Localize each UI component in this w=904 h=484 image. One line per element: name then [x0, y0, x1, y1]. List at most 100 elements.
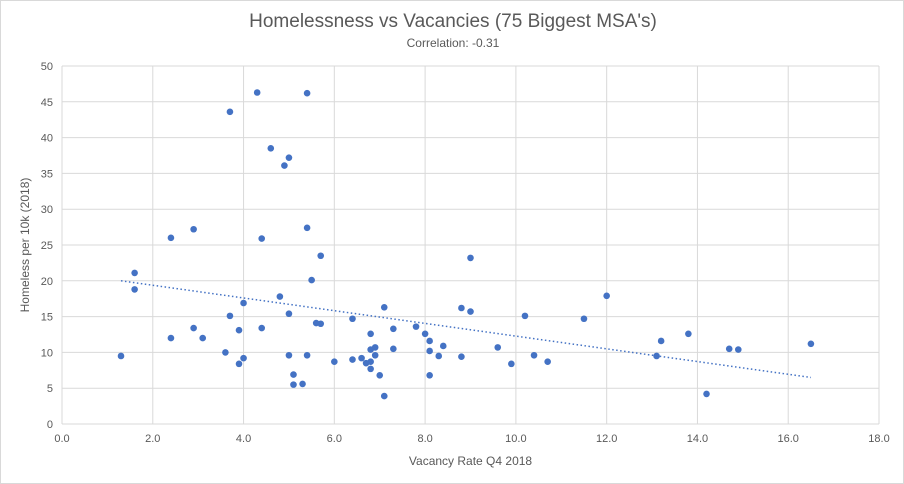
x-tick-label: 12.0: [596, 433, 617, 445]
y-tick-label: 0: [47, 419, 53, 431]
data-point: [426, 372, 433, 379]
data-point: [467, 254, 474, 262]
data-point: [349, 356, 356, 363]
data-point: [226, 108, 234, 116]
x-tick-labels: 0.0 2.0 4.0 6.0 8.0 10.0 12.0 14.0 16.0 18.0: [54, 433, 889, 445]
y-tick-label: 30: [41, 204, 53, 216]
data-point: [603, 292, 610, 300]
x-tick-label: 0.0: [54, 433, 69, 445]
data-point: [253, 89, 261, 96]
data-point: [299, 380, 306, 388]
data-point: [376, 372, 384, 379]
data-point: [439, 342, 447, 350]
y-tick-label: 15: [41, 312, 53, 324]
x-tick-label: 14.0: [687, 433, 708, 445]
data-point: [426, 337, 433, 345]
data-point: [530, 351, 538, 359]
data-point: [222, 349, 229, 356]
data-point: [657, 337, 665, 345]
data-point: [358, 354, 365, 362]
data-point: [371, 344, 379, 351]
data-point: [190, 225, 197, 233]
y-tick-label: 45: [41, 97, 53, 109]
data-point: [285, 310, 293, 318]
data-point: [380, 303, 388, 311]
y-tick-label: 50: [41, 61, 53, 73]
data-point: [267, 145, 275, 152]
data-point: [734, 346, 742, 353]
x-tick-label: 8.0: [417, 433, 432, 445]
y-tick-label: 35: [41, 168, 53, 180]
data-point: [494, 344, 502, 351]
data-point: [580, 315, 588, 323]
data-point: [131, 286, 138, 293]
y-tick-label: 5: [47, 383, 53, 395]
data-point: [653, 352, 660, 360]
data-point: [380, 392, 388, 400]
data-point: [235, 326, 243, 334]
data-point: [435, 352, 443, 360]
data-point: [331, 358, 338, 366]
data-point: [167, 234, 175, 242]
y-tick-label: 40: [41, 133, 53, 145]
data-point: [390, 325, 397, 333]
data-point: [303, 224, 311, 232]
data-point: [426, 347, 433, 355]
chart-subtitle: Correlation: -0.31: [406, 36, 500, 50]
y-axis-title: Homeless per 10k (2018): [18, 178, 32, 313]
y-tick-label: 20: [41, 276, 53, 288]
y-tick-labels: 0 5 10 15 20 25 30 35 40 45 50: [41, 61, 53, 431]
data-point: [685, 330, 692, 338]
x-tick-label: 4.0: [236, 433, 251, 445]
data-point: [421, 330, 429, 338]
data-point: [544, 358, 551, 366]
data-point: [458, 304, 465, 312]
trendline-group: [120, 280, 812, 379]
data-point: [412, 323, 420, 330]
data-point: [281, 162, 288, 169]
data-point: [458, 353, 465, 360]
data-point: [258, 324, 266, 332]
data-point: [199, 334, 207, 342]
data-point: [367, 358, 374, 366]
data-point: [303, 351, 311, 359]
data-point: [725, 345, 733, 353]
data-points: [117, 89, 815, 400]
data-point: [167, 334, 175, 342]
data-point: [258, 235, 266, 242]
data-point: [308, 276, 315, 284]
data-point: [290, 371, 297, 378]
chart-title: Homelessness vs Vacancies (75 Biggest MS…: [249, 11, 657, 32]
data-point: [807, 340, 815, 348]
x-tick-label: 6.0: [327, 433, 342, 445]
gridlines: [61, 65, 880, 425]
y-tick-label: 10: [41, 347, 53, 359]
x-tick-label: 18.0: [868, 433, 889, 445]
x-tick-label: 2.0: [145, 433, 160, 445]
data-point: [521, 312, 529, 320]
data-point: [240, 299, 247, 307]
data-point: [371, 351, 379, 359]
data-point: [467, 308, 474, 315]
data-point: [367, 365, 374, 373]
data-point: [276, 293, 284, 300]
data-point: [190, 324, 197, 332]
data-point: [131, 269, 138, 277]
data-point: [303, 89, 311, 97]
data-point: [117, 352, 125, 360]
data-point: [317, 252, 325, 260]
data-point: [235, 360, 243, 368]
x-tick-label: 16.0: [778, 433, 799, 445]
y-tick-label: 25: [41, 240, 53, 252]
data-point: [226, 312, 234, 320]
data-point: [390, 345, 397, 353]
data-point: [290, 381, 297, 388]
data-point: [285, 351, 293, 359]
data-point: [240, 354, 247, 362]
data-point: [367, 330, 374, 338]
data-point: [703, 390, 710, 398]
data-point: [349, 315, 356, 323]
data-point: [508, 360, 515, 368]
